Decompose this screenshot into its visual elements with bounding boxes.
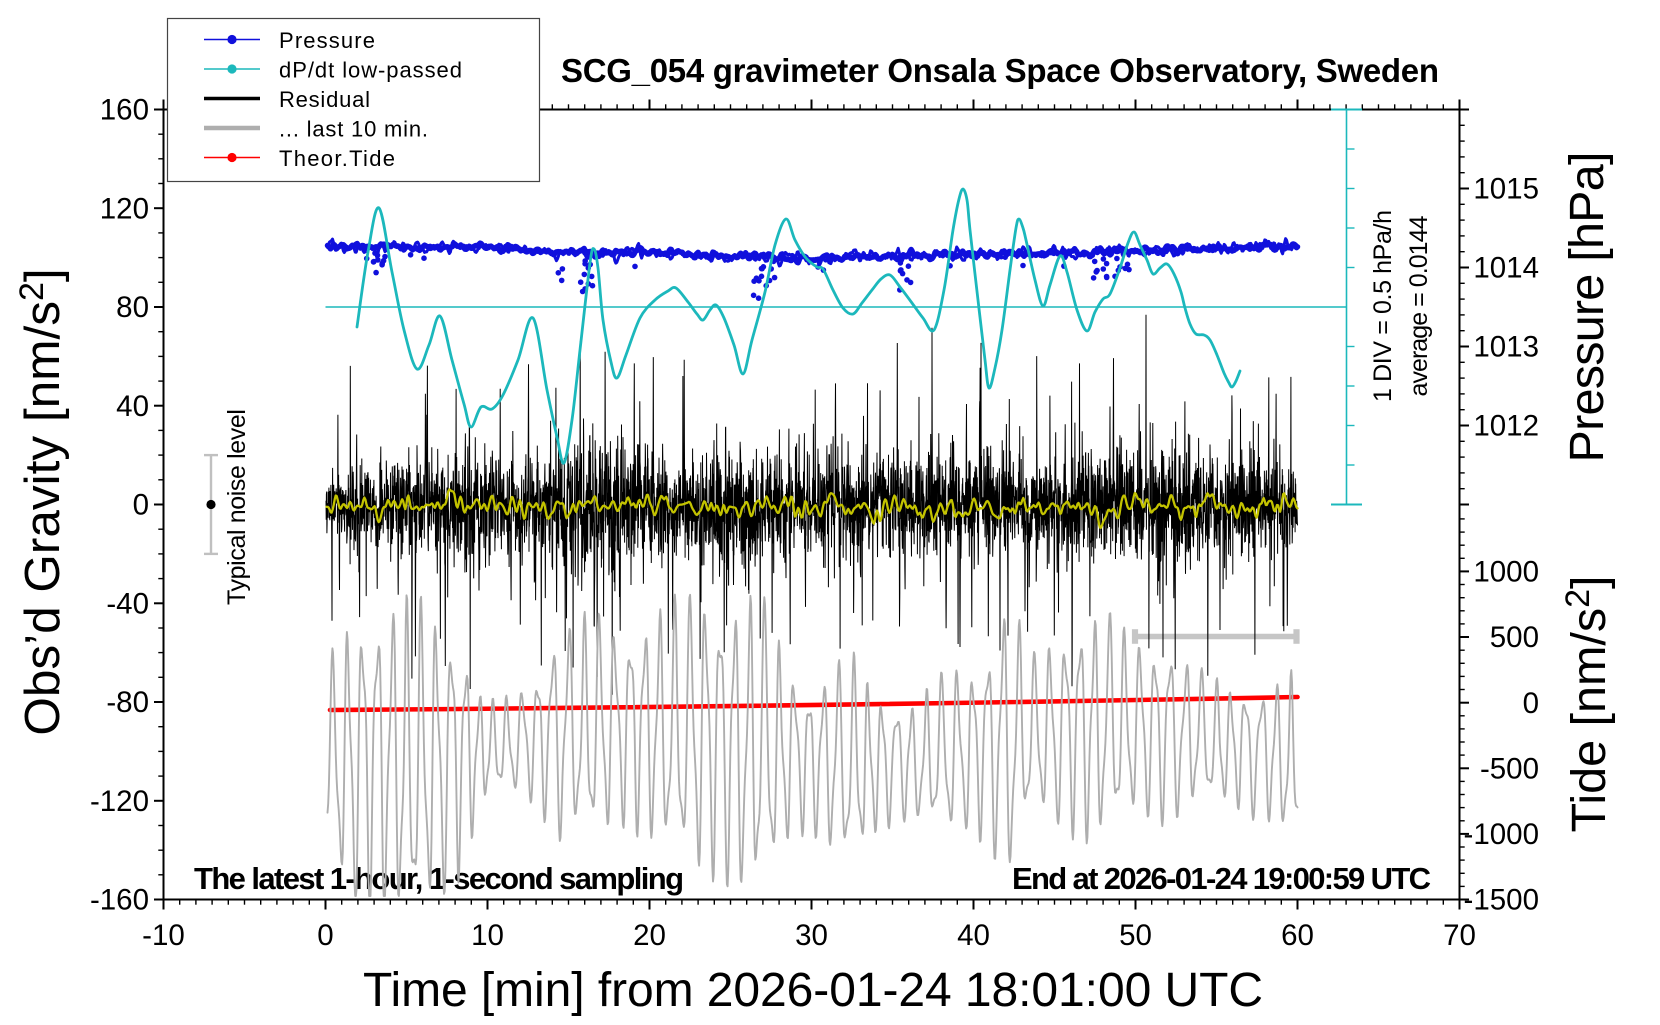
svg-text:70: 70 (1443, 919, 1476, 952)
svg-text:-160: -160 (90, 884, 149, 917)
svg-text:-120: -120 (90, 785, 149, 818)
svg-text:1015: 1015 (1473, 173, 1539, 206)
svg-text:1012: 1012 (1473, 410, 1539, 443)
svg-text:80: 80 (116, 291, 149, 324)
svg-text:40: 40 (116, 390, 149, 423)
svg-text:Typical noise level: Typical noise level (223, 409, 251, 605)
svg-text:-40: -40 (106, 588, 149, 621)
svg-text:Theor.Tide: Theor.Tide (279, 146, 395, 171)
svg-text:-1500: -1500 (1464, 884, 1539, 917)
svg-text:End at 2026-01-24 19:00:59 UTC: End at 2026-01-24 19:00:59 UTC (1012, 861, 1431, 896)
svg-text:0: 0 (317, 919, 333, 952)
svg-text:0: 0 (1523, 687, 1539, 720)
svg-text:average = 0.0144: average = 0.0144 (1405, 215, 1433, 396)
svg-text:Obs’d Gravity [nm/s2]: Obs’d Gravity [nm/s2] (13, 268, 70, 735)
svg-text:Tide [nm/s2]: Tide [nm/s2] (1559, 575, 1616, 832)
svg-text:500: 500 (1490, 621, 1539, 654)
svg-text:Pressure [hPa]: Pressure [hPa] (1560, 152, 1614, 463)
svg-text:50: 50 (1119, 919, 1152, 952)
svg-text:The latest 1-hour, 1-second sa: The latest 1-hour, 1-second sampling (194, 861, 684, 896)
svg-text:30: 30 (795, 919, 828, 952)
svg-text:-10: -10 (142, 919, 185, 952)
svg-text:dP/dt low-passed: dP/dt low-passed (279, 58, 462, 83)
svg-text:-1000: -1000 (1464, 818, 1539, 851)
svg-text:1014: 1014 (1473, 252, 1539, 285)
svg-text:1013: 1013 (1473, 331, 1539, 364)
svg-text:120: 120 (100, 192, 149, 225)
svg-text:160: 160 (100, 94, 149, 127)
svg-text:20: 20 (633, 919, 666, 952)
svg-text:Time [min] from 2026-01-24 18:: Time [min] from 2026-01-24 18:01:00 UTC (363, 964, 1263, 1017)
svg-text:-500: -500 (1480, 753, 1539, 786)
svg-text:40: 40 (957, 919, 990, 952)
svg-text:10: 10 (471, 919, 504, 952)
svg-text:Pressure: Pressure (279, 28, 375, 53)
svg-text:-80: -80 (106, 686, 149, 719)
svg-text:1000: 1000 (1473, 556, 1539, 589)
svg-text:SCG_054 gravimeter Onsala Spac: SCG_054 gravimeter Onsala Space Observat… (561, 52, 1439, 89)
svg-text:1 DIV = 0.5 hPa/h: 1 DIV = 0.5 hPa/h (1369, 210, 1397, 402)
svg-text:60: 60 (1281, 919, 1314, 952)
svg-text:Residual: Residual (279, 87, 370, 112)
svg-text:... last 10 min.: ... last 10 min. (279, 117, 428, 142)
svg-text:0: 0 (133, 489, 149, 522)
